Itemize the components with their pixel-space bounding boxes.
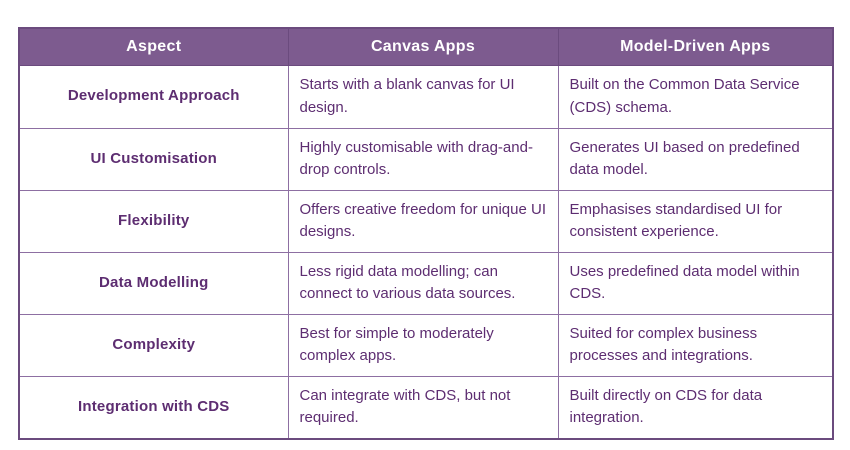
aspect-cell: Integration with CDS (18, 375, 289, 439)
table-row: Integration with CDS Can integrate with … (18, 375, 834, 439)
comparison-table: Aspect Canvas Apps Model-Driven Apps Dev… (18, 27, 834, 440)
aspect-cell: UI Customisation (18, 127, 289, 191)
model-driven-apps-cell: Suited for complex business processes an… (557, 313, 834, 377)
canvas-apps-cell: Best for simple to moderately complex ap… (287, 313, 559, 377)
aspect-cell: Development Approach (18, 64, 289, 129)
canvas-apps-cell: Starts with a blank canvas for UI design… (287, 64, 559, 129)
model-driven-apps-cell: Emphasises standardised UI for consisten… (557, 189, 834, 253)
column-header-model-driven-apps: Model-Driven Apps (557, 27, 834, 66)
canvas-apps-cell: Less rigid data modelling; can connect t… (287, 251, 559, 315)
table-row: Development Approach Starts with a blank… (18, 64, 834, 129)
canvas-apps-cell: Highly customisable with drag-and-drop c… (287, 127, 559, 191)
aspect-cell: Data Modelling (18, 251, 289, 315)
model-driven-apps-cell: Built directly on CDS for data integrati… (557, 375, 834, 439)
column-header-aspect: Aspect (18, 27, 289, 66)
header-row: Aspect Canvas Apps Model-Driven Apps (18, 27, 834, 66)
column-header-canvas-apps: Canvas Apps (287, 27, 559, 66)
model-driven-apps-cell: Generates UI based on predefined data mo… (557, 127, 834, 191)
model-driven-apps-cell: Built on the Common Data Service (CDS) s… (557, 64, 834, 129)
model-driven-apps-cell: Uses predefined data model within CDS. (557, 251, 834, 315)
table-row: Data Modelling Less rigid data modelling… (18, 251, 834, 315)
table-row: Complexity Best for simple to moderately… (18, 313, 834, 377)
table-row: Flexibility Offers creative freedom for … (18, 189, 834, 253)
table-row: UI Customisation Highly customisable wit… (18, 127, 834, 191)
aspect-cell: Complexity (18, 313, 289, 377)
canvas-apps-cell: Offers creative freedom for unique UI de… (287, 189, 559, 253)
aspect-cell: Flexibility (18, 189, 289, 253)
canvas-apps-cell: Can integrate with CDS, but not required… (287, 375, 559, 439)
